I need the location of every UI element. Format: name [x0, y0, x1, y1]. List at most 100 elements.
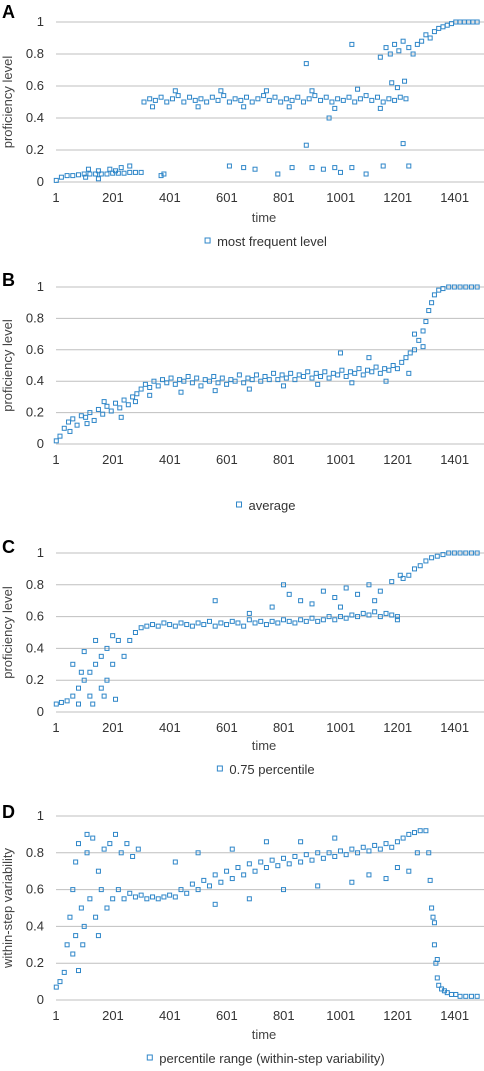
data-point — [397, 572, 403, 578]
data-point — [66, 419, 72, 425]
data-point — [366, 355, 372, 361]
y-tick-label: 0.4 — [26, 640, 44, 655]
data-point — [232, 378, 238, 384]
x-tick-label: 401 — [159, 720, 181, 735]
x-tick-label: 1001 — [326, 1008, 355, 1023]
data-point — [161, 620, 167, 626]
x-tick-label: 1 — [52, 720, 59, 735]
data-point — [78, 669, 84, 675]
data-point — [363, 171, 369, 177]
series-points — [53, 828, 480, 999]
data-point — [352, 99, 358, 105]
data-point — [372, 598, 378, 604]
data-point — [303, 852, 309, 858]
data-point — [394, 617, 400, 623]
data-point — [113, 400, 119, 406]
data-point — [318, 97, 324, 103]
data-point — [152, 97, 158, 103]
data-point — [332, 105, 338, 111]
data-point — [275, 863, 281, 869]
data-point — [104, 645, 110, 651]
data-point — [232, 96, 238, 102]
data-point — [127, 890, 133, 896]
data-point — [298, 617, 304, 623]
data-point — [343, 615, 349, 621]
data-point — [423, 558, 429, 564]
x-axis-title: time — [252, 210, 277, 225]
data-point — [295, 94, 301, 100]
data-point — [412, 347, 418, 353]
data-point — [178, 389, 184, 395]
data-point — [57, 979, 63, 985]
data-point — [87, 171, 93, 177]
x-tick-label: 1 — [52, 1008, 59, 1023]
data-point — [130, 853, 136, 859]
data-point — [101, 399, 107, 405]
data-point — [206, 883, 212, 889]
data-point — [212, 388, 218, 394]
x-tick-label: 1 — [52, 190, 59, 205]
data-point — [449, 991, 455, 997]
y-tick-label: 0.2 — [26, 672, 44, 687]
x-tick-label: 1201 — [383, 720, 412, 735]
data-point — [389, 612, 395, 618]
x-tick-label: 1201 — [383, 1008, 412, 1023]
data-point — [394, 865, 400, 871]
legend-marker — [146, 1054, 153, 1061]
data-point — [172, 381, 178, 387]
data-point — [320, 617, 326, 623]
data-point — [172, 894, 178, 900]
data-point — [406, 370, 412, 376]
data-point — [255, 96, 261, 102]
data-point — [429, 905, 435, 911]
data-point — [98, 685, 104, 691]
data-point — [414, 41, 420, 47]
x-tick-label: 1401 — [440, 1008, 469, 1023]
data-point — [349, 165, 355, 171]
x-tick-label: 201 — [102, 190, 124, 205]
x-tick-label: 201 — [102, 1008, 124, 1023]
data-point — [292, 620, 298, 626]
data-point — [198, 383, 204, 389]
data-point — [84, 850, 90, 856]
data-point — [159, 377, 165, 383]
data-point — [258, 378, 264, 384]
data-point — [275, 171, 281, 177]
data-point — [155, 623, 161, 629]
data-point — [286, 591, 292, 597]
legend: 0.75 percentile — [216, 762, 315, 777]
data-point — [221, 93, 227, 99]
data-point — [118, 165, 124, 171]
data-point — [84, 831, 90, 837]
data-point — [121, 653, 127, 659]
data-point — [224, 622, 230, 628]
data-point — [224, 381, 230, 387]
data-point — [70, 416, 76, 422]
data-point — [313, 370, 319, 376]
data-point — [414, 850, 420, 856]
data-point — [339, 367, 345, 373]
data-point — [85, 166, 91, 172]
data-point — [355, 591, 361, 597]
legend-label: average — [249, 498, 296, 513]
data-point — [383, 378, 389, 384]
legend: average — [236, 498, 296, 513]
data-point — [138, 169, 144, 175]
data-point — [113, 696, 119, 702]
data-point — [417, 828, 423, 834]
data-point — [281, 617, 287, 623]
data-point — [463, 993, 469, 999]
data-point — [75, 172, 81, 178]
data-point — [246, 861, 252, 867]
data-point — [81, 677, 87, 683]
y-tick-label: 0.4 — [26, 918, 44, 933]
data-point — [150, 894, 156, 900]
data-point — [380, 99, 386, 105]
data-point — [93, 637, 99, 643]
data-point — [161, 171, 167, 177]
x-tick-label: 801 — [273, 720, 295, 735]
data-point — [127, 163, 133, 169]
y-tick-label: 0 — [37, 704, 44, 719]
data-point — [93, 914, 99, 920]
